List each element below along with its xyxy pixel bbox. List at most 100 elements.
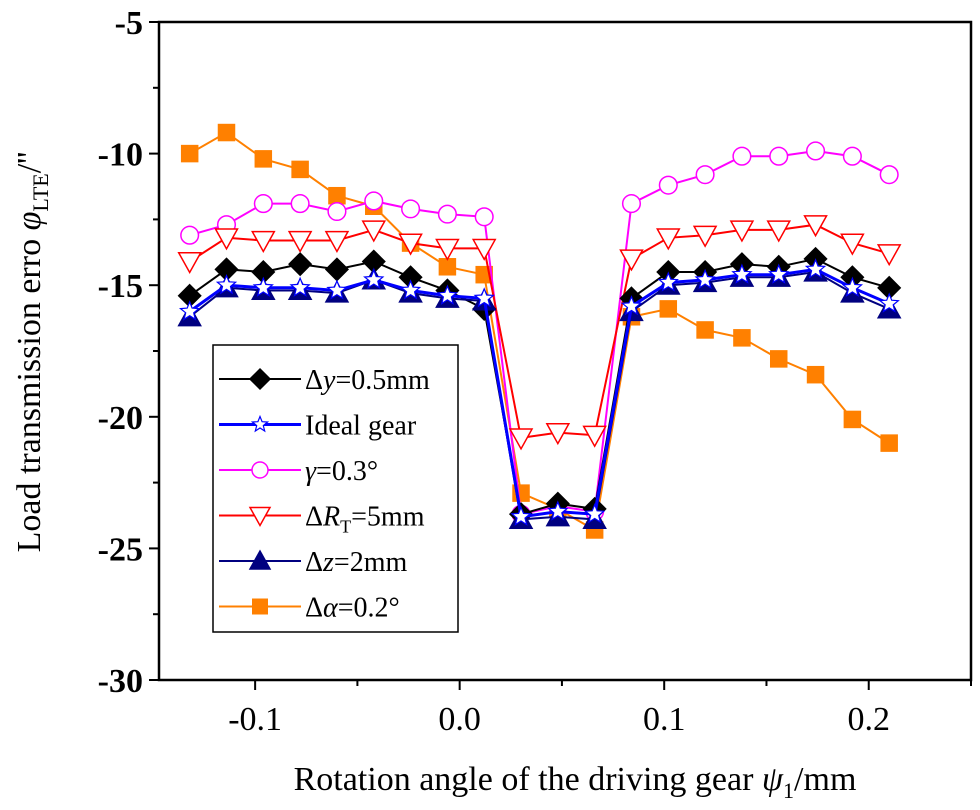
legend-label-suffix: =5mm <box>351 502 425 533</box>
y-tick-label: -30 <box>98 663 143 700</box>
legend-label-prefix: Ideal gear <box>305 411 417 442</box>
series-2-point <box>401 199 421 219</box>
series-3-point <box>177 251 202 275</box>
series-3-point <box>251 230 276 254</box>
x-tick-label: 0.1 <box>643 701 686 738</box>
y-axis-title-main: Load transmission erro <box>11 230 48 552</box>
y-tick-label: -15 <box>98 268 143 305</box>
axes-layer: -0.1 0.0 0.1 0.2 -5 -10 -15 -20 -25 -30 <box>98 5 973 738</box>
y-tick-label: -20 <box>98 400 143 437</box>
legend-marker-circle-icon <box>251 461 269 479</box>
series-3-point <box>508 428 534 451</box>
series-3-point <box>287 230 313 254</box>
series-1-point <box>620 295 643 316</box>
series-5-point <box>328 186 346 205</box>
series-1-point <box>547 500 569 521</box>
legend-label-suffix: =2mm <box>334 547 408 578</box>
legend-item: Δα=0.2° <box>219 593 400 624</box>
series-3-point <box>435 238 460 261</box>
series-1-point <box>657 271 679 292</box>
y-tick-label: -25 <box>98 531 143 568</box>
legend-marker-star-icon <box>250 414 270 433</box>
legend-marker-triangle-up-icon <box>248 549 272 570</box>
series-1-point <box>289 276 311 297</box>
series-1 <box>178 258 900 526</box>
series-5-point <box>806 365 825 384</box>
series-2-point <box>253 194 273 214</box>
series-1-point <box>583 502 606 524</box>
series-2-point <box>621 194 642 214</box>
y-axis-title-subscript: LTE <box>28 173 53 211</box>
x-axis-title: Rotation angle of the driving gear ψ1/mm <box>294 761 857 803</box>
legend-label-symbol: γ <box>305 456 317 487</box>
series-5-point <box>880 434 898 452</box>
legend-label: Ideal gear <box>305 411 417 442</box>
series-2-point <box>842 146 862 166</box>
series-1-point <box>510 505 532 526</box>
series-5-point <box>291 160 309 179</box>
legend-item: Δz=2mm <box>219 547 407 578</box>
legend-label-prefix: Δ <box>305 365 323 396</box>
series-3-point <box>398 233 423 256</box>
legend-label-prefix: Δ <box>305 547 323 578</box>
y-tick-label: -10 <box>98 137 143 174</box>
series-1-point <box>878 292 900 313</box>
x-tick-label: 0.0 <box>438 701 481 738</box>
legend-item: ΔRT=5mm <box>219 502 425 537</box>
series-1-point <box>768 263 790 284</box>
series-3-point <box>471 238 497 261</box>
series-2-point <box>732 146 752 166</box>
series-1-point <box>436 284 459 305</box>
legend-label-symbol: R <box>322 502 340 533</box>
series-2-point <box>658 175 678 195</box>
series-1-point <box>841 276 864 297</box>
series-3-point <box>619 249 644 272</box>
series-2-point <box>879 165 899 185</box>
x-axis-title-main: Rotation angle of the driving gear <box>294 761 762 798</box>
series-2-point <box>769 146 789 166</box>
legend-box <box>212 344 459 633</box>
legend-label-symbol: α <box>323 593 339 624</box>
series-5-point <box>217 123 236 142</box>
legend-label-subscript: T <box>340 517 351 537</box>
x-axis-title-symbol: ψ <box>762 761 784 798</box>
series-2-point <box>437 204 457 224</box>
legend-item: Δy=0.5mm <box>219 365 430 396</box>
legend-item: γ=0.3° <box>219 456 378 487</box>
series-3 <box>177 215 902 451</box>
series-5-point <box>733 329 751 347</box>
series-2-point <box>180 225 200 245</box>
series-3-point <box>656 228 681 251</box>
x-axis-title-unit: /mm <box>794 761 856 798</box>
legend-item: Ideal gear <box>219 411 417 442</box>
series-2-point <box>695 165 715 185</box>
series-5-point <box>769 350 788 368</box>
y-tick-label: -5 <box>115 5 143 42</box>
x-tick-label: -0.1 <box>228 701 282 738</box>
series-3-point <box>766 220 792 243</box>
y-axis-title: Load transmission erro φLTE/'' <box>11 152 53 553</box>
series-3-point <box>582 425 607 448</box>
series-0-point <box>324 257 350 282</box>
series-5-point <box>696 321 714 339</box>
series-5-point <box>254 150 273 168</box>
legend-marker-triangle-down-icon <box>248 506 272 528</box>
legend-label: Δz=2mm <box>305 547 407 578</box>
series-1-point <box>694 268 716 290</box>
series-5-point <box>843 410 862 429</box>
series-3-point <box>361 220 387 243</box>
series-1-point <box>399 279 422 300</box>
series-5-point <box>438 258 457 276</box>
series-2-point <box>364 191 384 211</box>
series-5-point <box>180 144 199 163</box>
legend-label-symbol: z <box>322 547 334 578</box>
series-2-point <box>474 207 494 227</box>
series-layer <box>177 123 902 539</box>
series-0-point <box>288 252 313 277</box>
series-3-point <box>545 423 571 446</box>
legend-label-suffix: =0.2° <box>338 593 400 624</box>
series-1-point <box>731 263 753 284</box>
series-3-point <box>876 244 902 267</box>
